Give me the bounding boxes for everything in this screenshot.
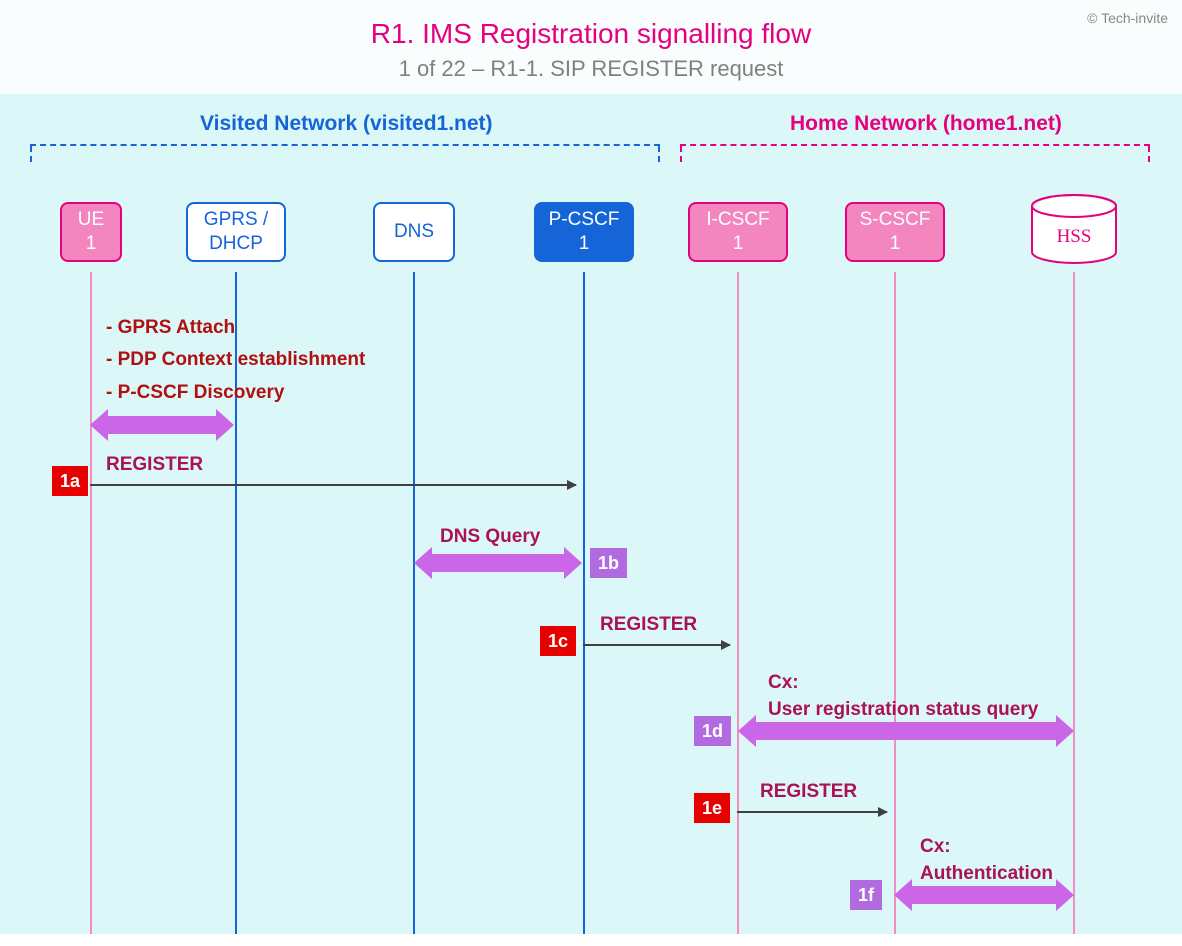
init-arrow <box>108 416 216 434</box>
step-1a-badge: 1a <box>52 466 88 496</box>
visited-network-label: Visited Network (visited1.net) <box>200 112 493 136</box>
step-1a-arrow <box>90 484 576 486</box>
step-1f-l2: Authentication <box>920 861 1053 888</box>
copyright: © Tech-invite <box>1087 10 1168 26</box>
node-gprs: GPRS / DHCP <box>186 202 286 262</box>
step-1e-badge: 1e <box>694 793 730 823</box>
node-dns-l1: DNS <box>375 220 453 244</box>
step-1d-l1: Cx: <box>768 670 1038 697</box>
node-ue-l1: UE <box>62 208 120 232</box>
node-hss-label: HSS <box>1057 226 1092 247</box>
home-network-label: Home Network (home1.net) <box>790 112 1062 136</box>
step-1a-label: REGISTER <box>106 454 203 476</box>
init-steps: - GPRS Attach - PDP Context establishmen… <box>106 312 365 409</box>
node-scscf-l1: S-CSCF <box>847 208 943 232</box>
node-pcscf-l2: 1 <box>536 232 632 256</box>
step-1b-arrow <box>432 554 564 572</box>
step-1d-label: Cx: User registration status query <box>768 670 1038 723</box>
step-1f-label: Cx: Authentication <box>920 834 1053 887</box>
step-1c-arrow <box>583 644 730 646</box>
step-1f-badge: 1f <box>850 880 882 910</box>
lifeline-icscf <box>737 272 739 934</box>
step-1e-label: REGISTER <box>760 781 857 803</box>
sequence-diagram: Visited Network (visited1.net) Home Netw… <box>0 94 1182 934</box>
node-scscf: S-CSCF 1 <box>845 202 945 262</box>
step-1d-l2: User registration status query <box>768 697 1038 724</box>
node-pcscf-l1: P-CSCF <box>536 208 632 232</box>
lifeline-hss <box>1073 272 1075 934</box>
header: © Tech-invite R1. IMS Registration signa… <box>0 0 1182 94</box>
step-1f-arrow <box>912 886 1056 904</box>
node-hss: HSS <box>1030 194 1118 273</box>
node-ue: UE 1 <box>60 202 122 262</box>
init-l1: - GPRS Attach <box>106 312 365 344</box>
node-pcscf: P-CSCF 1 <box>534 202 634 262</box>
lifeline-ue <box>90 272 92 934</box>
node-gprs-l1: GPRS / <box>188 208 284 232</box>
page-subtitle: 1 of 22 – R1-1. SIP REGISTER request <box>0 56 1182 82</box>
step-1b-label: DNS Query <box>440 526 540 548</box>
lifeline-dns <box>413 272 415 934</box>
init-l2: - PDP Context establishment <box>106 344 365 376</box>
init-l3: - P-CSCF Discovery <box>106 377 365 409</box>
node-icscf: I-CSCF 1 <box>688 202 788 262</box>
node-icscf-l1: I-CSCF <box>690 208 786 232</box>
node-icscf-l2: 1 <box>690 232 786 256</box>
step-1d-badge: 1d <box>694 716 731 746</box>
step-1c-label: REGISTER <box>600 614 697 636</box>
node-dns: DNS <box>373 202 455 262</box>
step-1b-badge: 1b <box>590 548 627 578</box>
node-scscf-l2: 1 <box>847 232 943 256</box>
node-gprs-l2: DHCP <box>188 232 284 256</box>
visited-bracket <box>30 144 660 160</box>
lifeline-pcscf <box>583 272 585 934</box>
step-1d-arrow <box>756 722 1056 740</box>
lifeline-scscf <box>894 272 896 934</box>
page-title: R1. IMS Registration signalling flow <box>0 18 1182 50</box>
step-1f-l1: Cx: <box>920 834 1053 861</box>
node-ue-l2: 1 <box>62 232 120 256</box>
step-1e-arrow <box>737 811 887 813</box>
home-bracket <box>680 144 1150 160</box>
step-1c-badge: 1c <box>540 626 576 656</box>
